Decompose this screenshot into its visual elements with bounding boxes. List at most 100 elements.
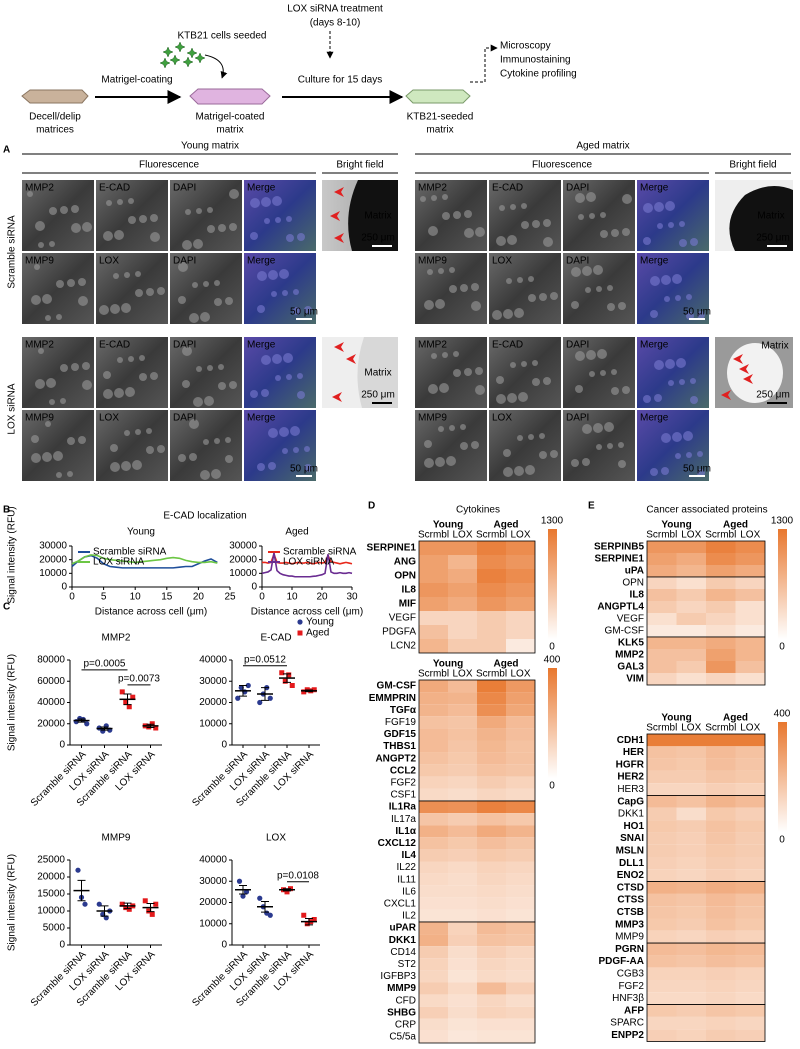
texture — [293, 307, 301, 315]
heatmap-cell — [647, 541, 677, 553]
y-tick-label: 20000 — [229, 554, 257, 565]
heatmap-cell — [477, 994, 506, 1007]
heatmap-cell — [706, 807, 736, 821]
heatmap-cell — [706, 1016, 736, 1030]
row-label: CFD — [395, 995, 416, 1006]
y-tick-label: 20000 — [39, 554, 67, 565]
heatmap-cell — [735, 869, 765, 882]
y-tick-label: 10000 — [39, 568, 67, 579]
texture — [475, 385, 485, 395]
heatmap-cell — [506, 764, 535, 777]
heatmap-subheader: LOX — [740, 530, 760, 541]
heatmap-cell — [735, 906, 765, 919]
texture — [597, 349, 607, 359]
texture — [499, 205, 505, 211]
texture — [438, 426, 444, 432]
texture — [56, 472, 62, 478]
texture — [110, 462, 120, 472]
row-label: PDGF-AA — [598, 956, 644, 967]
heatmap-cell — [647, 881, 677, 894]
heatmap-cell — [647, 565, 677, 577]
heatmap-cell — [448, 994, 477, 1007]
texture — [514, 308, 524, 318]
heatmap-cell — [676, 955, 706, 968]
texture — [521, 221, 529, 229]
texture — [132, 460, 142, 470]
texture — [196, 208, 202, 214]
row-label: CTSS — [617, 895, 644, 906]
y-tick-label: 60000 — [37, 676, 65, 687]
heatmap-subheader: Scrmbl — [476, 530, 507, 541]
texture — [189, 313, 199, 323]
row-label: OPN — [394, 571, 416, 582]
colorbar-label: 0 — [779, 835, 785, 846]
texture — [690, 238, 698, 246]
heatmap-cell — [477, 1006, 506, 1019]
point — [236, 878, 243, 884]
heatmap-cell — [676, 589, 706, 601]
heatmap-cell — [706, 1004, 736, 1017]
texture — [475, 227, 485, 237]
heatmap-cell — [419, 994, 448, 1007]
texture — [435, 299, 445, 309]
texture — [214, 298, 222, 306]
heatmap-cell — [676, 758, 706, 771]
heatmap-cell — [448, 555, 477, 569]
heatmap-cell — [706, 758, 736, 771]
legend-swatch — [297, 619, 303, 625]
x-tick-label: 10 — [130, 592, 142, 603]
texture — [146, 446, 154, 454]
heatmap-cell — [477, 555, 506, 569]
heatmap-subheader: LOX — [510, 530, 530, 541]
micrograph — [244, 253, 316, 324]
heatmap-cell — [647, 783, 677, 796]
texture — [128, 356, 134, 362]
row-label: IL17a — [391, 814, 416, 825]
texture — [271, 291, 277, 297]
heatmap-cell — [706, 943, 736, 956]
heatmap-cell — [676, 869, 706, 882]
heatmap-cell — [506, 1006, 535, 1019]
channel-label: E-CAD — [492, 340, 523, 351]
point — [130, 694, 136, 700]
heatmap-cell — [448, 639, 477, 653]
row-label: DLL1 — [619, 858, 644, 869]
header: Bright field — [729, 160, 776, 171]
heatmap-cell — [448, 1018, 477, 1031]
texture — [207, 225, 215, 233]
row-label: OPN — [622, 578, 644, 589]
heatmap-cell — [448, 740, 477, 753]
heatmap-cell — [477, 541, 506, 555]
heatmap-subheader: LOX — [452, 530, 472, 541]
heatmap-cell — [676, 906, 706, 919]
matrix-region — [348, 180, 398, 251]
heatmap-cell — [419, 1018, 448, 1031]
heatmap-cell — [676, 795, 706, 808]
micrograph — [22, 253, 94, 324]
chart-title: Young — [127, 527, 155, 538]
heatmap-cell — [477, 873, 506, 886]
texture — [517, 435, 523, 441]
heatmap-cell — [647, 955, 677, 968]
texture — [282, 290, 288, 296]
step-label: KTB21 cells seeded — [178, 31, 267, 42]
row-label: EMMPRIN — [369, 693, 416, 704]
texture — [690, 396, 698, 404]
legend-label: Scramble siRNA — [283, 547, 357, 558]
texture — [218, 224, 226, 232]
texture — [460, 284, 468, 292]
row-label: MMP3 — [615, 919, 644, 930]
texture — [571, 301, 579, 309]
x-tick-label: 5 — [101, 592, 107, 603]
heatmap-cell — [419, 639, 448, 653]
row-label: MSLN — [616, 845, 644, 856]
texture — [110, 444, 118, 452]
heatmap-cell — [706, 955, 736, 968]
heatmap-cell — [647, 1016, 677, 1030]
texture — [593, 423, 603, 433]
texture — [550, 292, 558, 300]
texture — [272, 354, 282, 364]
heatmap-cell — [448, 958, 477, 971]
colorbar — [548, 529, 557, 639]
heatmap-cell — [477, 639, 506, 653]
